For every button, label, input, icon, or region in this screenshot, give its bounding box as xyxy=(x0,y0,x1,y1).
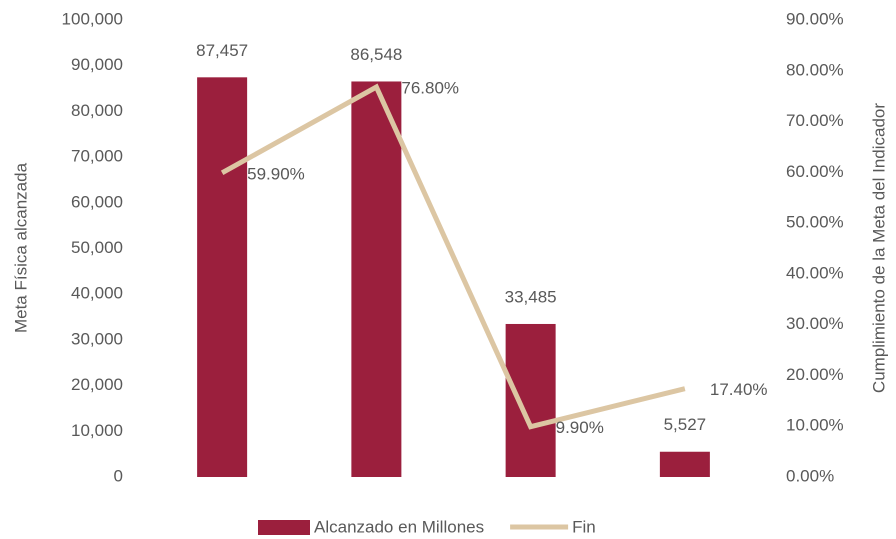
legend-label: Fin xyxy=(572,517,596,536)
y2-tick-label: 50.00% xyxy=(786,213,844,232)
data-label: 87,457 xyxy=(196,41,248,60)
data-label: 59.90% xyxy=(247,164,305,183)
y2-tick-label: 80.00% xyxy=(786,60,844,79)
bar xyxy=(351,81,402,477)
line xyxy=(220,83,686,430)
y-tick-label: 10,000 xyxy=(71,421,123,440)
y2-tick-label: 20.00% xyxy=(786,365,844,384)
data-label: 86,548 xyxy=(350,45,402,64)
legend-swatch xyxy=(258,520,310,535)
y-tick-label: 100,000 xyxy=(62,9,123,28)
bar xyxy=(197,77,248,478)
y-tick-label: 70,000 xyxy=(71,147,123,166)
y-tick-label: 90,000 xyxy=(71,55,123,74)
y-tick-label: 60,000 xyxy=(71,192,123,211)
y2-tick-label: 60.00% xyxy=(786,162,844,181)
y-tick-label: 30,000 xyxy=(71,329,123,348)
y2-tick-label: 90.00% xyxy=(786,9,844,28)
y2-tick-label: 10.00% xyxy=(786,416,844,435)
data-label: 17.40% xyxy=(710,380,768,399)
data-label: 76.80% xyxy=(401,79,459,98)
data-label: 9.90% xyxy=(556,418,604,437)
y-tick-label: 0 xyxy=(114,466,123,485)
bar xyxy=(505,323,556,477)
y2-tick-label: 0.00% xyxy=(786,466,834,485)
legend-label: Alcanzado en Millones xyxy=(314,517,484,536)
y2-tick-label: 30.00% xyxy=(786,314,844,333)
data-label: 33,485 xyxy=(505,287,557,306)
y-tick-label: 20,000 xyxy=(71,375,123,394)
y-tick-label: 40,000 xyxy=(71,284,123,303)
y-tick-label: 80,000 xyxy=(71,101,123,120)
y-tick-label: 50,000 xyxy=(71,238,123,257)
bar xyxy=(659,451,710,477)
y2-tick-label: 40.00% xyxy=(786,263,844,282)
data-label: 5,527 xyxy=(664,415,707,434)
y2-tick-label: 70.00% xyxy=(786,111,844,130)
y2-axis-title: Cumplimiento de la Meta del Indicador xyxy=(869,103,888,393)
y-axis-title: Meta Física alcanzada xyxy=(11,162,30,333)
